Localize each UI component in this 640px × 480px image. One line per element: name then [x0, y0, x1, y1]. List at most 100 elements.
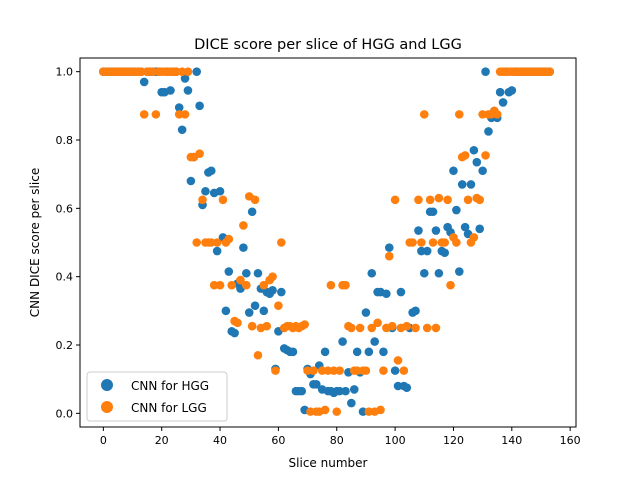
data-point-hgg: [239, 243, 248, 252]
data-point-hgg: [472, 157, 482, 167]
data-point-hgg: [478, 166, 487, 176]
data-point-hgg: [484, 127, 493, 136]
data-point-lgg: [469, 233, 479, 242]
data-point-hgg: [379, 347, 388, 357]
x-tick-label: 60: [271, 434, 285, 447]
x-tick-label: 120: [443, 434, 464, 447]
data-point-lgg: [431, 323, 441, 333]
x-tick-label: 80: [330, 434, 344, 447]
data-point-lgg: [417, 238, 426, 247]
data-point-lgg: [183, 67, 193, 76]
data-point-hgg: [440, 248, 450, 258]
data-point-lgg: [224, 234, 234, 244]
data-point-lgg: [151, 110, 161, 119]
data-point-hgg: [495, 87, 505, 97]
data-points: [99, 67, 555, 416]
data-point-lgg: [460, 151, 470, 160]
data-point-lgg: [320, 405, 330, 415]
data-point-lgg: [198, 195, 207, 205]
data-point-hgg: [347, 398, 356, 408]
y-tick-label: 0.4: [56, 271, 74, 284]
data-point-lgg: [440, 238, 450, 247]
data-point-hgg: [422, 246, 432, 256]
data-point-lgg: [402, 321, 412, 331]
data-point-lgg: [390, 195, 400, 205]
data-point-lgg: [393, 356, 403, 365]
data-point-lgg: [277, 238, 286, 247]
x-axis-label: Slice number: [289, 456, 368, 470]
data-point-lgg: [475, 195, 485, 205]
y-tick-label: 1.0: [56, 66, 74, 79]
data-point-hgg: [174, 103, 184, 112]
data-point-hgg: [259, 306, 269, 316]
axis-ticks: 0 20 40 60 80 100 120 140 160 0.0 0.2 0.4 0.6 0.8 1.0: [56, 66, 581, 447]
data-point-lgg: [361, 366, 371, 375]
data-point-hgg: [221, 306, 231, 316]
data-point-lgg: [492, 110, 502, 119]
data-point-lgg: [452, 238, 461, 247]
data-point-hgg: [186, 176, 196, 186]
data-point-hgg: [370, 337, 379, 346]
data-point-hgg: [411, 306, 420, 316]
data-point-lgg: [434, 193, 444, 203]
data-point-hgg: [428, 207, 438, 217]
data-point-hgg: [454, 267, 464, 276]
data-point-hgg: [268, 286, 277, 295]
data-point-lgg: [422, 323, 432, 333]
data-point-lgg: [215, 280, 225, 290]
data-point-hgg: [396, 287, 406, 297]
data-point-hgg: [247, 207, 257, 217]
data-point-hgg: [402, 383, 412, 393]
data-point-hgg: [166, 86, 175, 95]
data-point-lgg: [233, 318, 242, 328]
data-point-hgg: [320, 347, 330, 357]
data-point-lgg: [262, 321, 272, 331]
data-point-lgg: [239, 221, 248, 230]
data-point-lgg: [341, 280, 350, 290]
data-point-hgg: [139, 77, 149, 87]
data-point-lgg: [236, 275, 245, 285]
data-point-hgg: [384, 243, 394, 252]
data-point-hgg: [382, 289, 391, 299]
data-point-hgg: [244, 308, 254, 317]
data-point-hgg: [201, 186, 210, 196]
x-tick-label: 40: [213, 434, 227, 447]
data-point-hgg: [230, 328, 239, 338]
x-tick-label: 20: [155, 434, 169, 447]
data-point-hgg: [180, 74, 190, 83]
data-point-lgg: [379, 366, 388, 375]
data-point-hgg: [419, 268, 429, 278]
data-point-lgg: [250, 195, 260, 205]
data-point-hgg: [475, 224, 485, 234]
data-point-lgg: [373, 318, 382, 328]
data-point-lgg: [355, 323, 365, 333]
data-point-hgg: [414, 226, 423, 235]
data-point-lgg: [443, 195, 452, 205]
data-point-hgg: [367, 268, 377, 278]
y-tick-label: 0.2: [56, 339, 74, 352]
data-point-lgg: [454, 110, 464, 119]
data-point-hgg: [242, 268, 251, 278]
data-point-hgg: [341, 386, 350, 396]
data-point-lgg: [376, 405, 385, 415]
data-point-lgg: [274, 301, 283, 311]
x-tick-label: 0: [100, 434, 107, 447]
data-point-lgg: [268, 272, 277, 281]
data-point-lgg: [367, 323, 377, 333]
data-point-hgg: [338, 337, 347, 346]
data-point-lgg: [192, 238, 202, 247]
data-point-lgg: [300, 320, 309, 329]
data-point-lgg: [408, 238, 417, 247]
legend-marker-hgg: [101, 379, 113, 391]
y-axis-label: CNN DICE score per slice: [28, 168, 42, 317]
data-point-hgg: [452, 205, 461, 215]
data-point-hgg: [466, 180, 476, 189]
data-point-lgg: [309, 366, 318, 375]
data-point-hgg: [481, 67, 490, 76]
data-point-lgg: [387, 321, 397, 331]
x-tick-label: 100: [385, 434, 406, 447]
data-point-hgg: [224, 267, 234, 276]
data-point-lgg: [195, 149, 204, 158]
data-point-hgg: [507, 86, 517, 95]
data-point-hgg: [192, 67, 202, 76]
